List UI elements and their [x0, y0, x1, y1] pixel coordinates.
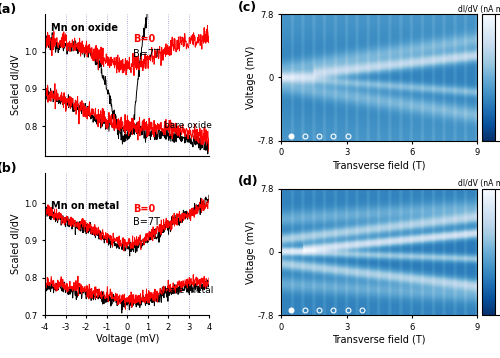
Text: bare oxide: bare oxide: [164, 121, 212, 130]
Text: B=7T: B=7T: [134, 217, 160, 227]
X-axis label: Voltage (mV): Voltage (mV): [96, 334, 159, 344]
Text: (d): (d): [238, 175, 259, 188]
Text: B=7T: B=7T: [134, 49, 160, 59]
Text: B=0: B=0: [134, 204, 156, 214]
Text: Mn on oxide: Mn on oxide: [51, 23, 118, 33]
Y-axis label: Voltage (mV): Voltage (mV): [246, 46, 256, 109]
Y-axis label: Voltage (mV): Voltage (mV): [246, 220, 256, 284]
Text: bare metal: bare metal: [164, 286, 214, 295]
Y-axis label: Scaled dI/dV: Scaled dI/dV: [12, 214, 22, 274]
Text: Mn on metal: Mn on metal: [51, 200, 120, 211]
Text: (a): (a): [0, 3, 18, 16]
X-axis label: Transverse field (T): Transverse field (T): [332, 160, 426, 170]
Text: (c): (c): [238, 0, 258, 14]
Text: (b): (b): [0, 162, 18, 175]
Y-axis label: Scaled dI/dV: Scaled dI/dV: [12, 55, 22, 116]
Text: B=0: B=0: [134, 34, 156, 44]
Title: dI/dV (nA mV⁻¹): dI/dV (nA mV⁻¹): [458, 5, 500, 14]
Title: dI/dV (nA mV⁻¹): dI/dV (nA mV⁻¹): [458, 179, 500, 188]
X-axis label: Transverse field (T): Transverse field (T): [332, 334, 426, 344]
